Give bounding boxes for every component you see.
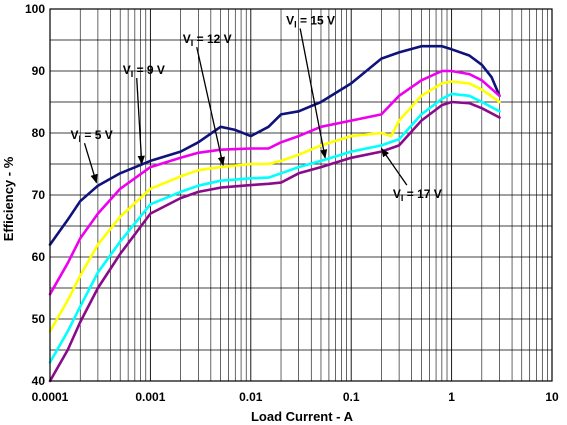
series-callout-label: VI = 15 V (286, 14, 335, 30)
callout-arrow (136, 78, 145, 165)
callout-arrow (83, 143, 98, 184)
x-tick-label: 0.01 (239, 390, 263, 404)
series-lines (48, 44, 501, 383)
series-callout-label: VI = 5 V (70, 128, 112, 144)
grid (49, 8, 552, 382)
x-tick-label: 0.001 (135, 390, 165, 404)
series-line (48, 80, 501, 333)
series-callout-label: VI = 12 V (183, 32, 232, 48)
x-tick-labels: 0.0001 0.001 0.01 0.1 1 10 (32, 390, 559, 404)
series-callouts: VI = 5 V VI = 9 V VI = 12 V VI = 15 V VI = 1… (70, 14, 441, 204)
y-tick-label: 90 (32, 64, 46, 78)
y-tick-label: 40 (32, 374, 46, 388)
y-axis-label: Efficiency - % (1, 156, 16, 241)
y-tick-labels: 40 50 60 70 80 90 100 (25, 2, 45, 388)
y-tick-label: 100 (25, 2, 45, 16)
series-line (48, 69, 501, 296)
callout-arrow (380, 147, 408, 186)
x-tick-label: 1 (448, 390, 455, 404)
y-tick-label: 80 (32, 126, 46, 140)
callout-arrow (299, 28, 328, 159)
x-tick-label: 0.1 (343, 390, 360, 404)
series-callout-label: VI = 17 V (393, 187, 442, 203)
y-tick-label: 50 (32, 312, 46, 326)
y-tick-label: 60 (32, 250, 46, 264)
callout-arrow (196, 46, 225, 167)
series-line (48, 100, 501, 383)
series-line (48, 44, 501, 246)
x-tick-label: 0.0001 (32, 390, 69, 404)
series-callout-label: VI = 9 V (123, 63, 165, 79)
plot-frame (49, 8, 553, 382)
x-tick-label: 10 (545, 390, 559, 404)
x-axis-label: Load Current - A (251, 409, 354, 424)
series-line (48, 92, 501, 364)
y-tick-label: 70 (32, 188, 46, 202)
